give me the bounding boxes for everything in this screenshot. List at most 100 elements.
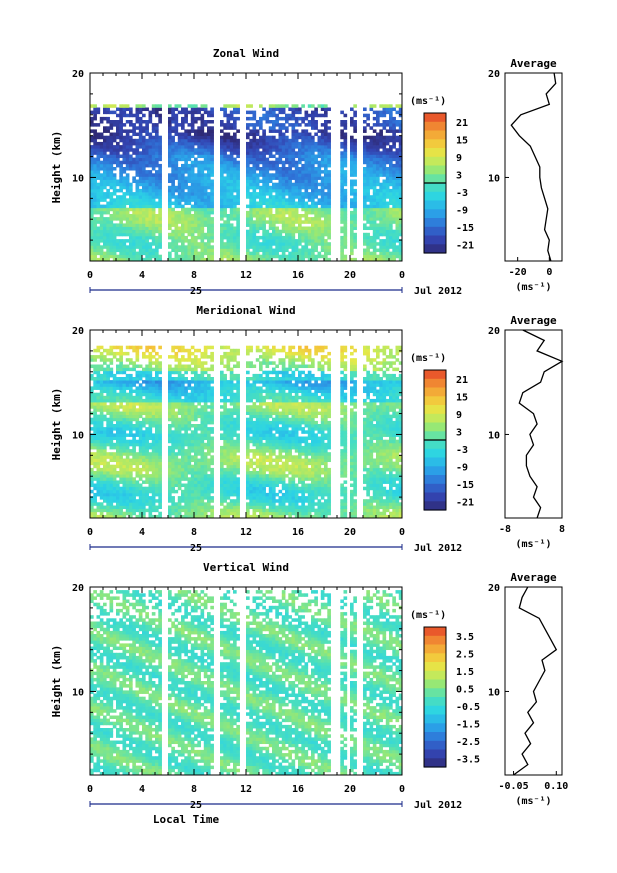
heatmap-cell	[187, 210, 192, 215]
heatmap-cell	[116, 433, 120, 437]
heatmap-cell	[340, 226, 344, 231]
heatmap-cell	[369, 220, 374, 224]
heatmap-cell	[90, 201, 94, 206]
heatmap-cell	[142, 442, 146, 447]
heatmap-cell	[210, 179, 214, 184]
heatmap-cell	[187, 104, 192, 108]
heatmap-cell	[262, 254, 266, 259]
heatmap-cell	[229, 229, 234, 234]
heatmap-cell	[174, 176, 179, 180]
heatmap-cell	[155, 383, 159, 387]
heatmap-cell	[151, 157, 156, 162]
heatmap-cell	[249, 154, 253, 159]
heatmap-cell	[142, 474, 146, 478]
heatmap-cell	[181, 226, 185, 231]
heatmap-cell	[223, 232, 227, 237]
heatmap-cell	[187, 489, 192, 494]
heatmap-cell	[103, 414, 107, 419]
heatmap-cell	[382, 257, 387, 262]
panel-title: Zonal Wind	[213, 47, 279, 60]
heatmap-cell	[158, 210, 162, 215]
heatmap-cell	[106, 188, 110, 193]
heatmap-cell	[125, 107, 130, 112]
heatmap-cell	[311, 104, 315, 108]
heatmap-cell	[301, 235, 305, 240]
heatmap-cell	[145, 449, 149, 453]
heatmap-cell	[171, 464, 175, 469]
heatmap-cell	[301, 254, 305, 259]
heatmap-cell	[177, 370, 182, 375]
heatmap-cell	[142, 232, 146, 237]
heatmap-cell	[145, 499, 149, 503]
heatmap-cell	[395, 188, 400, 193]
heatmap-cell	[220, 217, 224, 221]
heatmap-cell	[125, 411, 130, 416]
heatmap-cell	[187, 179, 192, 184]
heatmap-cell	[246, 210, 250, 215]
heatmap-cell	[210, 220, 214, 224]
heatmap-cell	[307, 207, 312, 212]
heatmap-cell	[255, 182, 260, 187]
heatmap-cell	[103, 449, 107, 453]
heatmap-cell	[385, 232, 390, 237]
heatmap-cell	[184, 442, 188, 447]
heatmap-cell	[168, 433, 172, 437]
heatmap-cell	[145, 464, 149, 469]
heatmap-cell	[174, 445, 179, 450]
heatmap-cell	[220, 198, 224, 202]
heatmap-cell	[327, 201, 331, 206]
heatmap-cell	[184, 377, 188, 381]
heatmap-cell	[392, 176, 396, 180]
heatmap-cell	[119, 455, 123, 459]
heatmap-cell	[112, 417, 117, 422]
heatmap-cell	[181, 141, 185, 146]
heatmap-cell	[226, 167, 231, 171]
heatmap-cell	[376, 138, 380, 143]
heatmap-cell	[395, 110, 400, 115]
heatmap-cell	[96, 170, 101, 174]
heatmap-cell	[249, 242, 253, 246]
heatmap-cell	[142, 480, 146, 484]
heatmap-cell	[382, 192, 387, 196]
heatmap-cell	[135, 486, 140, 491]
heatmap-cell	[226, 192, 231, 196]
heatmap-cell	[181, 163, 185, 168]
heatmap-cell	[132, 436, 136, 441]
heatmap-cell	[385, 210, 390, 215]
heatmap-cell	[363, 248, 367, 253]
heatmap-cell	[122, 511, 127, 516]
heatmap-cell	[155, 442, 159, 447]
heatmap-cell	[132, 383, 136, 387]
heatmap-cell	[307, 104, 312, 108]
heatmap-cell	[307, 113, 312, 118]
heatmap-cell	[317, 235, 322, 240]
heatmap-cell	[291, 141, 296, 146]
heatmap-cell	[135, 167, 140, 171]
heatmap-cell	[190, 182, 195, 187]
heatmap-cell	[255, 214, 260, 218]
heatmap-cell	[226, 226, 231, 231]
heatmap-cell	[223, 254, 227, 259]
heatmap-cell	[142, 145, 146, 149]
heatmap-cell	[171, 154, 175, 159]
heatmap-cell	[363, 257, 367, 262]
heatmap-cell	[392, 145, 396, 149]
heatmap-cell	[116, 424, 120, 428]
heatmap-cell	[103, 389, 107, 394]
heatmap-cell	[135, 157, 140, 162]
heatmap-cell	[103, 104, 107, 108]
heatmap-cell	[184, 417, 188, 422]
heatmap-cell	[184, 210, 188, 215]
heatmap-cell	[220, 185, 224, 190]
heatmap-cell	[99, 154, 104, 159]
heatmap-cell	[314, 220, 318, 224]
heatmap-cell	[317, 148, 322, 152]
colorbar-tick-label: 21	[456, 118, 468, 129]
heatmap-cell	[142, 445, 146, 450]
heatmap-cell	[132, 239, 136, 243]
heatmap-cell	[171, 471, 175, 475]
heatmap-cell	[398, 229, 403, 234]
heatmap-cell	[145, 145, 149, 149]
heatmap-cell	[106, 348, 110, 353]
heatmap-cell	[155, 145, 159, 149]
